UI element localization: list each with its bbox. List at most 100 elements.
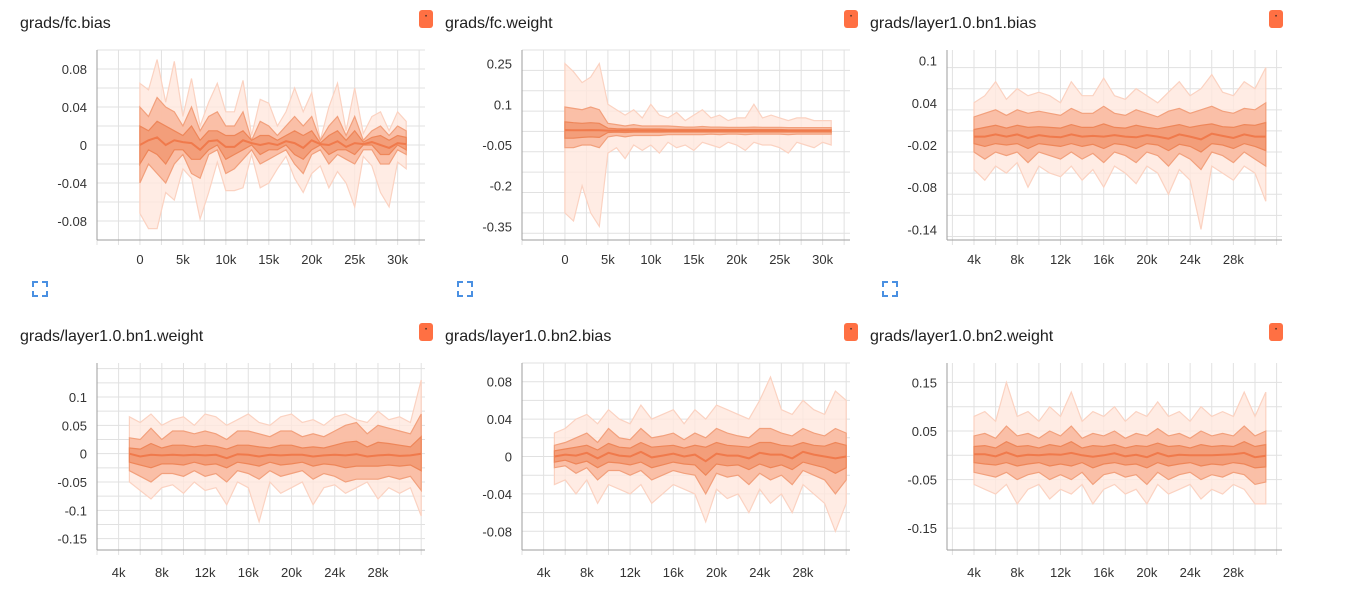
- x-tick-label: 8k: [1010, 565, 1024, 580]
- distribution-band-1: [564, 62, 832, 229]
- run-color-badge[interactable]: ·: [419, 10, 433, 28]
- x-tick-label: 12k: [620, 565, 641, 580]
- y-tick-label: 0.1: [919, 54, 937, 69]
- y-tick-label: 0.04: [912, 96, 937, 111]
- y-tick-label: 0.25: [487, 57, 512, 72]
- x-tick-label: 8k: [1010, 252, 1024, 267]
- x-tick-label: 16k: [1093, 252, 1114, 267]
- chart-card-layer1-bn1-bias: grads/layer1.0.bn1.bias · 0.1 0.04 -0.02 -0…: [850, 0, 1283, 300]
- y-tick-label: -0.08: [57, 214, 87, 229]
- x-tick-label: 20k: [1136, 565, 1157, 580]
- y-tick-label: 0.05: [912, 424, 937, 439]
- x-tick-label: 12k: [1050, 252, 1071, 267]
- x-tick-label: 4k: [112, 565, 126, 580]
- x-tick-label: 20k: [1136, 252, 1157, 267]
- chart-title: grads/layer1.0.bn1.bias: [870, 15, 1037, 32]
- y-tick-label: 0.04: [62, 100, 87, 115]
- y-tick-label: 0.1: [494, 97, 512, 112]
- chart-title: grads/fc.weight: [445, 15, 553, 32]
- chart-card-layer1-bn1-weight: grads/layer1.0.bn1.weight · 0.1 0.05 0 -0.0…: [0, 313, 433, 590]
- median-line: [139, 136, 407, 152]
- distribution-band-3: [973, 121, 1267, 153]
- run-color-badge[interactable]: ·: [419, 323, 433, 341]
- chart-card-fc-weight: grads/fc.weight · 0.25 0.1 -0.05 -0.2 -0.35 0…: [425, 0, 858, 300]
- expand-icon[interactable]: [31, 280, 49, 298]
- x-tick-label: 28k: [367, 565, 388, 580]
- y-tick-label: -0.05: [907, 473, 937, 488]
- run-color-badge[interactable]: ·: [1269, 323, 1283, 341]
- median-line: [974, 451, 1266, 459]
- chart-card-layer1-bn2-weight: grads/layer1.0.bn2.weight · 0.15 0.05 -0.0…: [850, 313, 1283, 590]
- y-tick-label: 0.04: [487, 412, 512, 427]
- x-tick-label: 10k: [215, 252, 236, 267]
- x-tick-label: 4k: [537, 565, 551, 580]
- x-tick-label: 30k: [812, 252, 833, 267]
- histogram-chart: 0.15 0.05 -0.05 -0.15 4k 8k 12k 16k 20k 24k 28k: [907, 363, 1282, 580]
- x-tick-label: 25k: [344, 252, 365, 267]
- chart-title: grads/fc.bias: [20, 15, 111, 32]
- chart-card-fc-bias: grads/fc.bias · 0.08 0.04 0 -0.04 -0.08 0 5k 10…: [0, 0, 433, 300]
- y-tick-label: 0: [80, 447, 87, 462]
- x-tick-label: 28k: [792, 565, 813, 580]
- x-tick-label: 5k: [601, 252, 615, 267]
- y-tick-label: -0.04: [57, 176, 87, 191]
- y-tick-label: -0.04: [482, 487, 512, 502]
- expand-icon[interactable]: [456, 280, 474, 298]
- y-tick-label: -0.05: [57, 475, 87, 490]
- x-tick-label: 4k: [967, 565, 981, 580]
- y-tick-label: 0.05: [62, 418, 87, 433]
- y-tick-label: -0.15: [57, 532, 87, 547]
- histogram-chart: 0.1 0.04 -0.02 -0.08 -0.14 4k 8k 12k 16k 20k 24k 28…: [907, 50, 1282, 267]
- y-tick-label: -0.35: [482, 219, 512, 234]
- run-color-badge[interactable]: ·: [1269, 10, 1283, 28]
- x-tick-label: 20k: [726, 252, 747, 267]
- histogram-chart: 0.25 0.1 -0.05 -0.2 -0.35 0 5k 10k 15k 20k 25k 30k: [482, 49, 850, 267]
- median-line: [129, 452, 422, 460]
- chart-title: grads/layer1.0.bn2.bias: [445, 328, 612, 345]
- y-tick-label: 0.08: [62, 62, 87, 77]
- x-tick-label: 16k: [238, 565, 259, 580]
- x-tick-label: 8k: [155, 565, 169, 580]
- x-tick-label: 16k: [663, 565, 684, 580]
- median-line: [974, 132, 1266, 141]
- y-tick-label: -0.2: [490, 179, 512, 194]
- median-line: [564, 129, 832, 132]
- y-tick-label: 0: [505, 450, 512, 465]
- x-tick-label: 24k: [749, 565, 770, 580]
- run-color-badge[interactable]: ·: [844, 323, 858, 341]
- x-tick-label: 20k: [301, 252, 322, 267]
- histogram-chart: 0.08 0.04 0 -0.04 -0.08 0 5k 10k 15k 20k 25k 30k: [57, 49, 425, 267]
- distribution-band-3: [139, 120, 407, 167]
- y-tick-label: 0.1: [69, 390, 87, 405]
- x-tick-label: 25k: [769, 252, 790, 267]
- expand-icon[interactable]: [881, 280, 899, 298]
- x-tick-label: 28k: [1223, 252, 1244, 267]
- y-tick-label: 0: [80, 138, 87, 153]
- x-tick-label: 30k: [387, 252, 408, 267]
- chart-title: grads/layer1.0.bn1.weight: [20, 328, 204, 345]
- chart-title: grads/layer1.0.bn2.weight: [870, 328, 1054, 345]
- run-color-badge[interactable]: ·: [844, 10, 858, 28]
- histogram-chart: 0.1 0.05 0 -0.05 -0.1 -0.15 4k 8k 12k 16k 20k 24k 28…: [57, 363, 425, 580]
- x-tick-label: 24k: [1180, 565, 1201, 580]
- x-tick-label: 12k: [1050, 565, 1071, 580]
- y-tick-label: -0.08: [907, 180, 937, 195]
- y-tick-label: -0.02: [907, 138, 937, 153]
- x-tick-label: 15k: [258, 252, 279, 267]
- x-tick-label: 10k: [640, 252, 661, 267]
- y-tick-label: -0.08: [482, 524, 512, 539]
- x-tick-label: 15k: [683, 252, 704, 267]
- distribution-band-3: [128, 435, 422, 472]
- x-tick-label: 4k: [967, 252, 981, 267]
- x-tick-label: 28k: [1223, 565, 1244, 580]
- distribution-band-2: [564, 106, 832, 149]
- median-line: [554, 450, 847, 463]
- x-tick-label: 16k: [1093, 565, 1114, 580]
- x-tick-label: 12k: [195, 565, 216, 580]
- y-tick-label: 0.15: [912, 375, 937, 390]
- x-tick-label: 20k: [706, 565, 727, 580]
- y-tick-label: 0.08: [487, 375, 512, 390]
- x-tick-label: 8k: [580, 565, 594, 580]
- x-tick-label: 24k: [324, 565, 345, 580]
- x-tick-label: 0: [136, 252, 143, 267]
